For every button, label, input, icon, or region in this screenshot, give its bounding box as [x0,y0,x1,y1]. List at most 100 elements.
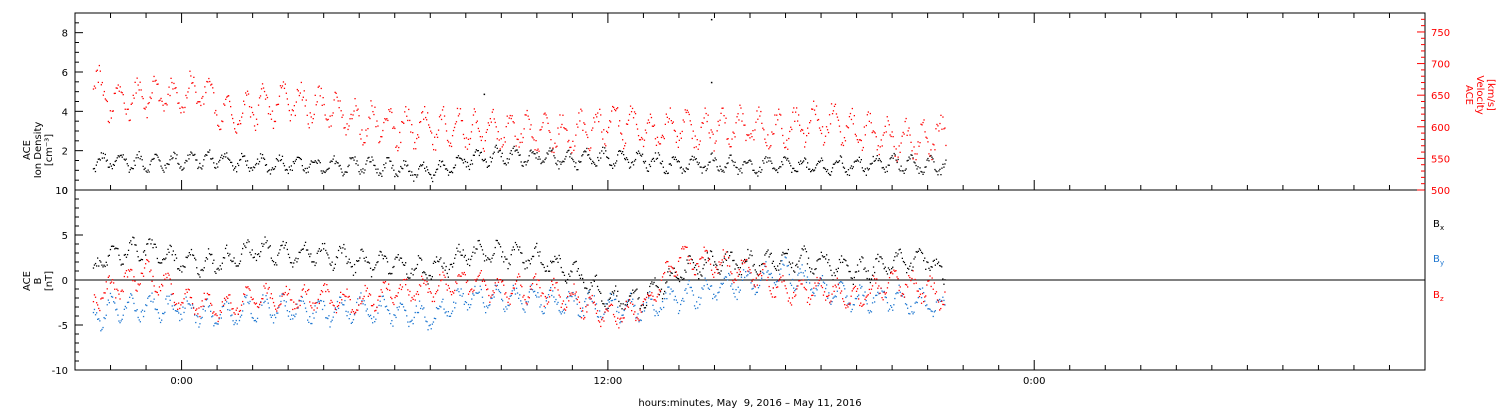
velocity-point [859,139,861,141]
By-point [166,295,168,297]
Bz-point [718,261,720,263]
By-point [594,308,596,310]
Bx-point [936,263,939,265]
Bx-point [756,273,758,275]
Bx-point [437,260,439,262]
Bz-point [157,294,160,296]
Bz-point [835,286,837,288]
By-point [637,313,639,315]
Bz-point [669,270,671,272]
By-point [240,314,243,316]
By-point [720,282,722,285]
By-point [127,301,130,303]
velocity-point [211,83,213,85]
Bz-point [415,293,417,295]
Bz-point [865,296,867,298]
density-ylabel-line3: [cm⁻³] [44,134,55,166]
By-point [337,307,340,309]
velocity-point [649,113,652,115]
density-point [486,166,488,168]
Bz-point [789,302,792,304]
Bz-point [921,292,924,295]
Bx-point [910,262,912,264]
velocity-point [162,104,164,106]
density-point [714,157,716,159]
density-point [299,157,301,160]
Bz-point [513,287,515,289]
By-point [113,301,115,303]
velocity-point [690,124,692,126]
By-point [140,311,142,313]
velocity-point [301,99,303,101]
velocity-point [353,110,355,112]
velocity-point [583,122,585,124]
Bz-point [579,307,582,309]
density-point [653,160,656,162]
velocity-point [123,102,125,104]
Bx-point [569,275,571,277]
Bz-point [140,272,142,274]
density-point [484,158,486,160]
Bz-point [854,285,857,287]
Bx-point [283,247,285,249]
Bx-point [439,258,441,261]
density-point [805,158,807,160]
By-point [694,307,697,310]
Bx-point [284,244,286,246]
density-point [388,157,390,159]
Bx-point [640,305,642,307]
Bx-point [774,268,777,270]
Bx-point [124,253,126,256]
velocity-point [462,133,465,136]
density-point [565,155,567,158]
density-point [668,163,670,165]
density-point [420,164,422,166]
density-point [688,163,690,165]
velocity-point [226,96,228,98]
Bz-point [339,302,341,304]
density-point [467,165,470,167]
Bx-point [232,260,234,262]
By-point [149,295,151,297]
By-point [610,300,612,302]
velocity-point [361,129,363,131]
velocity-point [334,91,336,93]
Bz-point [273,305,276,307]
By-point [447,311,449,313]
density-point [637,150,640,152]
By-point [627,299,630,301]
By-point [256,317,259,319]
Bz-point [389,289,391,291]
density-point [379,172,381,174]
Bx-point [183,266,185,268]
Bz-point [358,304,360,306]
Bx-point [481,249,484,251]
Bz-point [770,293,772,295]
velocity-point [337,100,339,102]
By-point [162,312,164,315]
density-point [839,155,842,157]
By-point [150,300,152,302]
By-point [577,314,579,316]
Bx-point [909,265,911,267]
By-point [520,300,522,302]
Bx-point [424,272,426,274]
Bz-point [580,317,583,319]
Bx-point [149,238,151,240]
density-point [243,155,245,157]
density-point [302,169,304,171]
Bz-point [750,272,752,274]
Bx-point [526,267,528,269]
By-point [143,310,146,312]
density-point [419,165,421,168]
Bx-point [259,255,261,258]
By-point [528,291,530,293]
Bz-point [726,265,729,267]
density-point [364,169,366,171]
density-point [354,156,356,158]
By-point [510,294,512,297]
Bz-point [868,288,870,291]
Bz-point [224,299,227,301]
velocity-point [766,145,768,147]
velocity-point [409,119,411,122]
